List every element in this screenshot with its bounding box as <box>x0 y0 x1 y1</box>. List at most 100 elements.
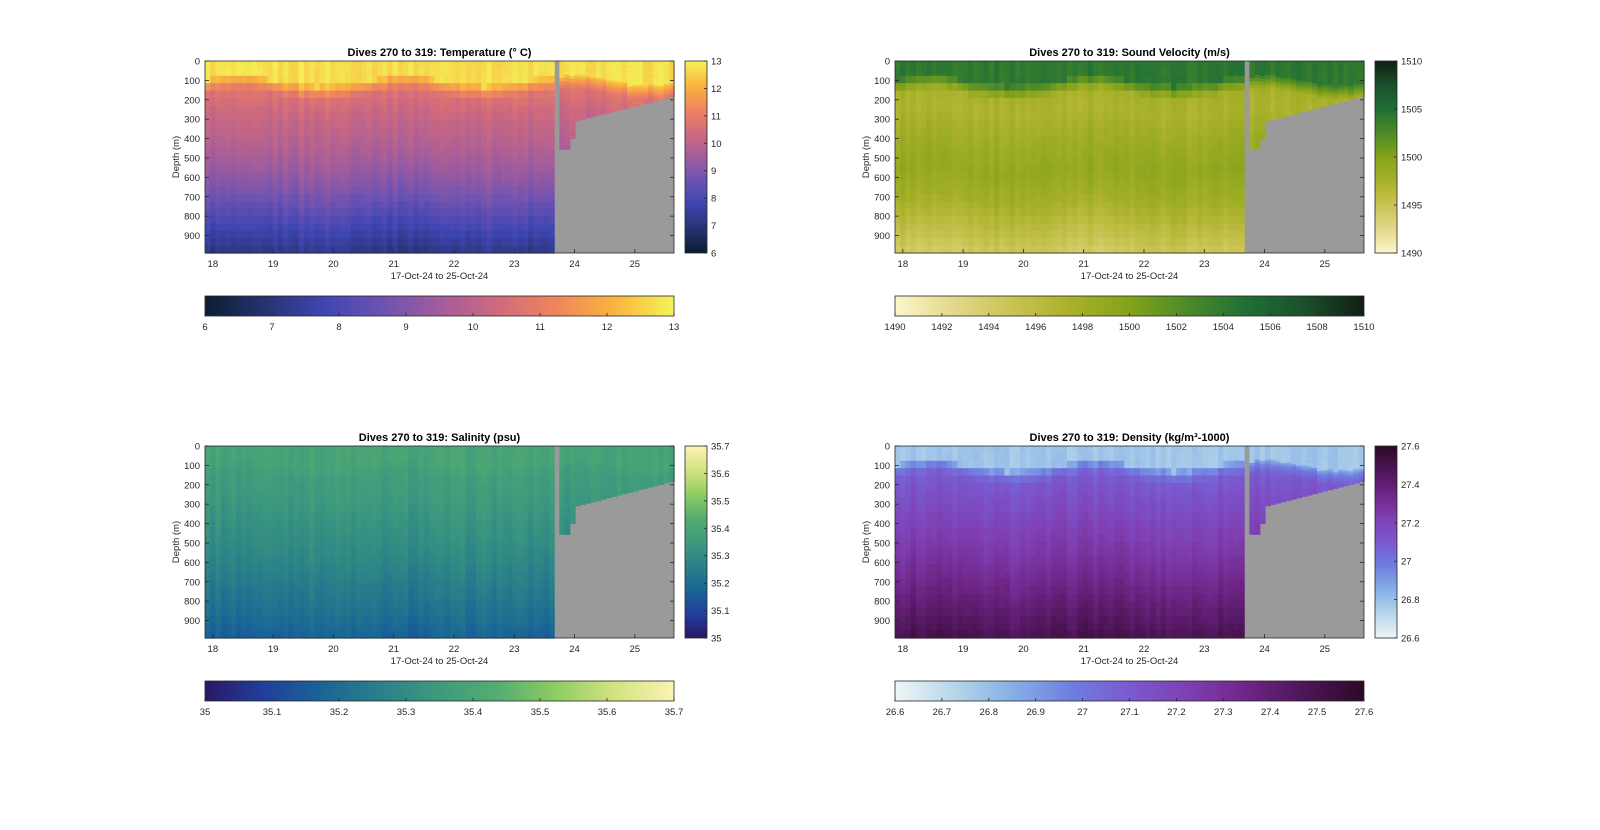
heatmap-cell <box>345 238 352 247</box>
heatmap-cell <box>1160 201 1167 210</box>
heatmap-cell <box>246 142 253 151</box>
heatmap-cell <box>1223 61 1230 69</box>
heatmap-cell <box>350 61 357 69</box>
heatmap-cell <box>668 88 675 91</box>
heatmap-cell <box>1160 90 1167 99</box>
heatmap-cell <box>392 171 399 180</box>
heatmap-cell <box>241 216 248 225</box>
heatmap-cell <box>449 230 456 239</box>
heatmap-cell <box>236 83 243 92</box>
heatmap-cell <box>999 75 1006 84</box>
heatmap-cell <box>345 230 352 239</box>
heatmap-cell <box>1040 142 1047 151</box>
heatmap-cell <box>1348 72 1355 75</box>
heatmap-cell <box>236 68 243 77</box>
heatmap-cell <box>272 127 279 136</box>
heatmap-cell <box>1035 164 1042 173</box>
heatmap-cell <box>241 134 248 143</box>
heatmap-cell <box>1327 96 1334 99</box>
heatmap-cell <box>548 61 555 69</box>
heatmap-cell <box>1020 157 1026 165</box>
heatmap-cell <box>403 134 409 143</box>
heatmap-cell <box>1030 179 1037 188</box>
heatmap-cell <box>1103 149 1110 158</box>
heatmap-cell <box>543 164 550 173</box>
heatmap-cell <box>1051 201 1058 210</box>
heatmap-cell <box>1150 179 1157 188</box>
heatmap-cell <box>418 223 425 232</box>
heatmap-cell <box>1014 201 1021 210</box>
heatmap-cell <box>1270 87 1277 91</box>
heatmap-cell <box>1004 223 1011 232</box>
heatmap-cell <box>1280 110 1287 113</box>
heatmap-cell <box>653 86 659 90</box>
heatmap-cell <box>304 112 310 121</box>
heatmap-cell <box>543 186 550 195</box>
heatmap-cell <box>397 149 404 158</box>
heatmap-cell <box>1207 245 1214 254</box>
heatmap-cell <box>236 238 243 247</box>
heatmap-cell <box>595 81 602 85</box>
heatmap-cell <box>663 80 670 83</box>
y-tick-label: 400 <box>184 134 200 145</box>
x-tick-label: 18 <box>208 259 219 270</box>
heatmap-cell <box>973 186 979 195</box>
heatmap-cell <box>1353 95 1360 98</box>
heatmap-cell <box>1103 179 1110 188</box>
heatmap-cell <box>1202 112 1209 121</box>
heatmap-cell <box>1259 123 1266 128</box>
heatmap-cell <box>936 201 943 210</box>
heatmap-cell <box>1238 75 1245 84</box>
heatmap-cell <box>1134 68 1141 77</box>
heatmap-cell <box>1327 62 1334 65</box>
heatmap-cell <box>601 99 607 103</box>
heatmap-cell <box>941 105 948 114</box>
heatmap-cell <box>642 64 649 67</box>
heatmap-cell <box>1254 74 1261 79</box>
heatmap-cell <box>1233 179 1240 188</box>
heatmap-cell <box>361 223 368 232</box>
heatmap-cell <box>314 105 321 114</box>
heatmap-cell <box>595 94 602 98</box>
heatmap-cell <box>1025 112 1032 121</box>
heatmap-cell <box>1207 120 1214 129</box>
heatmap-cell <box>283 68 289 77</box>
heatmap-cell <box>1165 208 1172 217</box>
heatmap-cell <box>967 142 974 151</box>
heatmap-cell <box>601 85 607 89</box>
heatmap-cell <box>931 97 938 106</box>
heatmap-cell <box>220 245 227 254</box>
heatmap-cell <box>1082 208 1089 217</box>
heatmap-cell <box>978 142 985 151</box>
heatmap-cell <box>205 527 211 536</box>
heatmap-cell <box>314 61 321 69</box>
heatmap-cell <box>978 90 985 99</box>
heatmap-cell <box>267 105 274 114</box>
heatmap-cell <box>1285 71 1292 75</box>
heatmap-cell <box>507 120 514 129</box>
heatmap-cell <box>621 73 628 77</box>
heatmap-cell <box>376 112 383 121</box>
heatmap-cell <box>637 77 644 81</box>
heatmap-cell <box>486 216 493 225</box>
heatmap-cell <box>978 112 985 121</box>
heatmap-cell <box>952 61 959 69</box>
heatmap-cell <box>1301 62 1308 66</box>
heatmap-cell <box>642 82 649 85</box>
heatmap-cell <box>335 245 342 254</box>
heatmap-cell <box>564 94 571 99</box>
heatmap-cell <box>1035 245 1042 254</box>
heatmap-cell <box>304 149 310 158</box>
heatmap-cell <box>1275 67 1282 71</box>
heatmap-cell <box>663 65 670 68</box>
heatmap-cell <box>1322 67 1329 71</box>
heatmap-cell <box>345 83 352 92</box>
heatmap-cell <box>418 157 425 165</box>
heatmap-cell <box>1332 80 1339 83</box>
heatmap-cell <box>1223 171 1230 180</box>
heatmap-cell <box>1306 62 1313 66</box>
heatmap-cell <box>444 216 451 225</box>
heatmap-cell <box>1264 74 1271 78</box>
heatmap-cell <box>627 89 633 92</box>
heatmap-cell <box>1113 90 1120 99</box>
